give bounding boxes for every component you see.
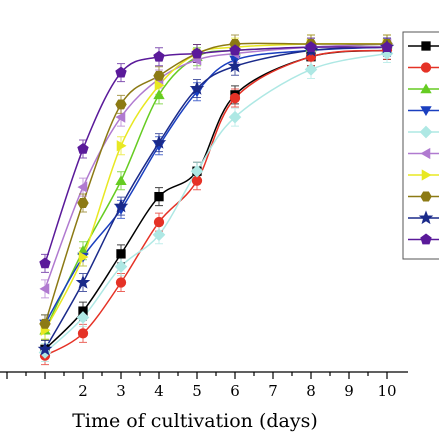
legend-swatch-marker	[418, 210, 434, 225]
data-point	[114, 260, 128, 273]
data-point	[227, 58, 243, 73]
data-point	[228, 110, 242, 124]
legend-swatch-marker	[421, 169, 432, 181]
data-point	[115, 175, 127, 186]
data-point	[115, 111, 126, 123]
x-tick-label: 3	[116, 382, 126, 400]
data-point	[304, 63, 318, 76]
data-point	[77, 328, 89, 339]
x-tick-label: 10	[377, 382, 396, 400]
data-markers	[37, 38, 395, 361]
x-axis-ticks	[6, 372, 388, 379]
data-point	[77, 181, 88, 193]
data-point	[191, 47, 203, 59]
x-axis-label: Time of cultivation (days)	[72, 410, 318, 432]
series-line	[44, 43, 388, 331]
data-point	[153, 70, 165, 81]
x-tick-label: 9	[344, 382, 354, 400]
legend-swatch-marker	[420, 62, 432, 73]
data-point	[76, 311, 90, 324]
legend-swatch-marker	[421, 41, 431, 51]
data-point	[154, 191, 164, 202]
data-point	[115, 66, 127, 78]
data-point	[381, 41, 393, 53]
legend-swatch-marker	[420, 233, 432, 245]
x-tick-label: 2	[78, 382, 88, 400]
data-point	[77, 198, 89, 208]
data-point	[39, 318, 51, 329]
data-point	[78, 251, 89, 263]
x-axis-tick-labels: 2 3 4 5 6 7 8 9 10	[78, 382, 396, 400]
series-line	[44, 52, 388, 354]
data-point	[153, 89, 165, 100]
series-line	[44, 49, 388, 357]
x-tick-label: 4	[154, 382, 164, 400]
data-point	[229, 92, 241, 104]
data-point	[154, 79, 165, 92]
series-line	[44, 46, 388, 264]
data-point	[37, 341, 53, 356]
data-point	[305, 41, 317, 53]
x-tick-label: 6	[230, 382, 240, 400]
data-point	[229, 44, 241, 56]
legend	[402, 31, 439, 260]
data-point	[152, 228, 166, 242]
series-curves	[44, 42, 388, 357]
legend-swatch-marker	[420, 147, 431, 160]
legend-swatch-marker	[419, 125, 433, 139]
data-point	[190, 164, 204, 178]
error-bars	[41, 34, 391, 366]
plot-area	[37, 34, 395, 366]
series-line	[44, 43, 388, 331]
series-line	[44, 42, 387, 325]
data-point	[189, 80, 205, 95]
x-tick-label: 7	[268, 382, 278, 400]
data-point	[151, 134, 167, 149]
data-point	[153, 216, 165, 228]
data-point	[77, 142, 89, 154]
series-line	[44, 46, 388, 350]
data-point	[116, 140, 127, 152]
data-point	[39, 283, 50, 295]
data-point	[115, 277, 127, 288]
legend-swatch-marker	[420, 106, 432, 117]
legend-entries	[408, 41, 439, 245]
legend-box	[402, 31, 439, 260]
legend-swatch-marker	[420, 83, 432, 94]
series-line	[44, 49, 388, 350]
data-point	[39, 257, 51, 269]
data-point	[153, 50, 165, 62]
data-point	[113, 198, 129, 213]
series-line	[44, 46, 388, 325]
x-tick-label: 8	[306, 382, 316, 400]
data-point	[116, 249, 126, 259]
x-tick-label: 5	[192, 382, 202, 400]
data-point	[115, 99, 127, 110]
legend-swatch-marker	[420, 191, 432, 202]
data-point	[75, 274, 91, 289]
